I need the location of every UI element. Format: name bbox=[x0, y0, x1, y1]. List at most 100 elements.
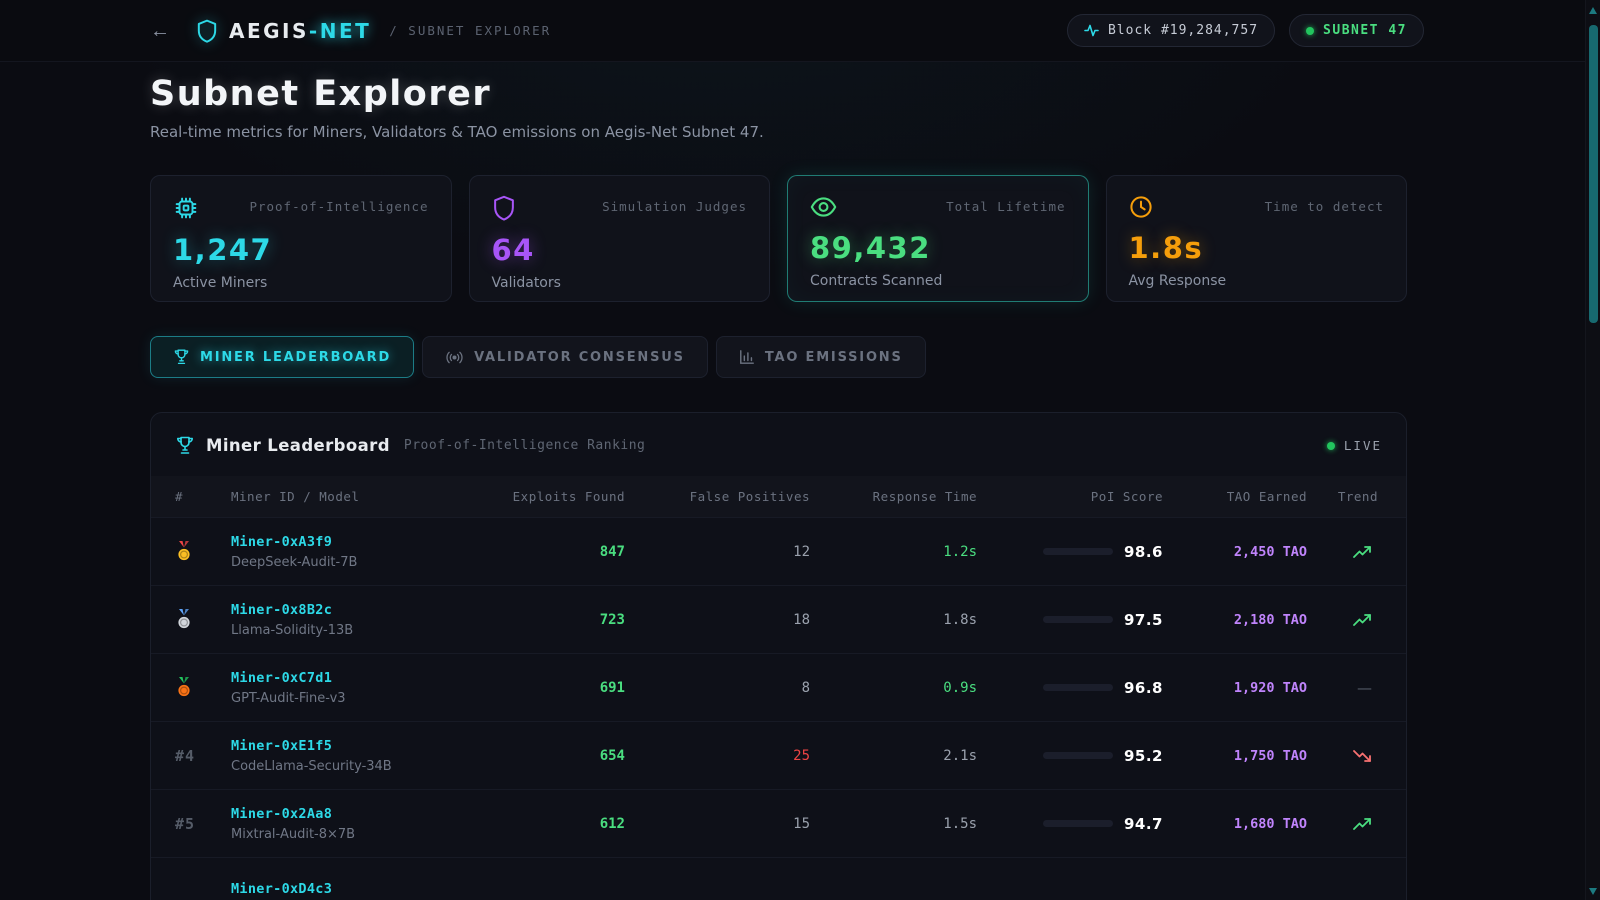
trend-cell bbox=[1307, 613, 1382, 627]
miner-id[interactable]: Miner-0xA3f9 bbox=[231, 533, 333, 550]
miner-cell: Miner-0xA3f9 DeepSeek-Audit-7B bbox=[231, 534, 485, 570]
exploits-found: 847 bbox=[599, 543, 625, 560]
poi-score-cell: 95.2 bbox=[977, 747, 1163, 765]
stat-value: 64 bbox=[491, 233, 535, 267]
top-bar: ← AEGIS-NET / SUBNET EXPLORER Block #19,… bbox=[0, 0, 1600, 62]
stat-label: Total Lifetime bbox=[946, 199, 1066, 214]
miner-id[interactable]: Miner-0x2Aa8 bbox=[231, 805, 333, 822]
tao-earned: 1,920 TAO bbox=[1233, 679, 1307, 696]
miner-id[interactable]: Miner-0xC7d1 bbox=[231, 669, 333, 686]
stat-label: Time to detect bbox=[1264, 199, 1384, 214]
stat-card-active-miners[interactable]: Proof-of-Intelligence 1,247 Active Miner… bbox=[150, 175, 452, 302]
trophy-icon bbox=[173, 348, 190, 366]
scrollbar-thumb[interactable] bbox=[1589, 25, 1598, 323]
tao-earned: 1,750 TAO bbox=[1233, 747, 1307, 764]
shield-icon bbox=[492, 195, 516, 221]
false-positives: 15 bbox=[793, 815, 810, 832]
stat-card-validators[interactable]: Simulation Judges 64 Validators bbox=[468, 175, 770, 302]
tab-validator-consensus[interactable]: VALIDATOR CONSENSUS bbox=[422, 336, 708, 378]
scroll-up-arrow-icon[interactable] bbox=[1589, 7, 1597, 14]
col-rank: # bbox=[175, 489, 184, 504]
poi-score-cell: 97.5 bbox=[977, 611, 1163, 629]
poi-progress-bar bbox=[1042, 684, 1113, 691]
brand[interactable]: AEGIS-NET bbox=[196, 19, 371, 43]
stat-sublabel: Contracts Scanned bbox=[810, 273, 943, 289]
tab-tao-emissions[interactable]: TAO EMISSIONS bbox=[715, 336, 926, 378]
response-time: 0.9s bbox=[943, 679, 977, 696]
miner-model: Llama-Solidity-13B bbox=[231, 622, 354, 638]
table-row[interactable]: Miner-0xC7d1 GPT-Audit-Fine-v3 691 8 0.9… bbox=[151, 653, 1406, 721]
miner-id[interactable]: Miner-0x8B2c bbox=[231, 601, 333, 618]
poi-score: 96.8 bbox=[1123, 678, 1163, 697]
back-button[interactable]: ← bbox=[150, 19, 170, 42]
table-row[interactable]: Miner-0x8B2c Llama-Solidity-13B 723 18 1… bbox=[151, 585, 1406, 653]
block-height-pill[interactable]: Block #19,284,757 bbox=[1066, 14, 1276, 47]
live-badge: LIVE bbox=[1326, 438, 1382, 453]
stat-card-avg-response[interactable]: Time to detect 1.8s Avg Response bbox=[1105, 175, 1407, 302]
miner-cell: Miner-0x8B2c Llama-Solidity-13B bbox=[231, 602, 485, 638]
trend-cell bbox=[1307, 545, 1382, 559]
false-positives: 25 bbox=[793, 747, 810, 764]
miner-id[interactable]: Miner-0xE1f5 bbox=[231, 737, 333, 754]
bar-chart-icon bbox=[739, 349, 755, 365]
vertical-scrollbar[interactable] bbox=[1585, 0, 1600, 900]
clock-icon bbox=[1129, 195, 1153, 219]
poi-score: 95.2 bbox=[1123, 746, 1163, 765]
miner-cell: Miner-0x2Aa8 Mixtral-Audit-8×7B bbox=[231, 806, 485, 842]
tao-earned: 2,180 TAO bbox=[1233, 611, 1307, 628]
shield-logo-icon bbox=[196, 19, 218, 43]
gold-medal-icon bbox=[178, 541, 190, 561]
tao-earned: 2,450 TAO bbox=[1233, 543, 1307, 560]
table-header-row: # Miner ID / Model Exploits Found False … bbox=[151, 476, 1406, 517]
subnet-pill[interactable]: SUBNET 47 bbox=[1289, 14, 1424, 47]
tab-label: VALIDATOR CONSENSUS bbox=[474, 349, 685, 365]
exploits-found: 691 bbox=[599, 679, 625, 696]
stat-sublabel: Active Miners bbox=[173, 275, 268, 291]
trend-down-icon bbox=[1353, 749, 1371, 762]
table-row[interactable]: Miner-0xA3f9 DeepSeek-Audit-7B 847 12 1.… bbox=[151, 517, 1406, 585]
rank-cell: #4 bbox=[175, 746, 196, 765]
response-time: 2.1s bbox=[943, 747, 977, 764]
miner-model: CodeLlama-Security-34B bbox=[231, 758, 392, 774]
rank-cell bbox=[175, 541, 231, 562]
response-time: 1.2s bbox=[943, 543, 977, 560]
stat-value: 1,247 bbox=[173, 233, 273, 267]
tao-earned: 1,680 TAO bbox=[1233, 815, 1307, 832]
trend-up-icon bbox=[1353, 613, 1371, 626]
table-body: Miner-0xA3f9 DeepSeek-Audit-7B 847 12 1.… bbox=[151, 517, 1406, 900]
status-dot bbox=[1306, 26, 1315, 35]
pulse-icon bbox=[1084, 24, 1099, 37]
stat-card-contracts-scanned[interactable]: Total Lifetime 89,432 Contracts Scanned bbox=[787, 175, 1089, 302]
poi-score: 98.6 bbox=[1123, 542, 1163, 561]
table-row[interactable]: #5 Miner-0x2Aa8 Mixtral-Audit-8×7B 612 1… bbox=[151, 789, 1406, 857]
poi-progress-bar bbox=[1042, 752, 1113, 759]
stat-cards: Proof-of-Intelligence 1,247 Active Miner… bbox=[150, 175, 1407, 302]
stat-label: Simulation Judges bbox=[602, 199, 747, 214]
miner-cell: Miner-0xD4c3 bbox=[231, 881, 485, 900]
exploits-found: 612 bbox=[599, 815, 625, 832]
miner-model: Mixtral-Audit-8×7B bbox=[231, 826, 356, 842]
table-row[interactable]: Miner-0xD4c3 bbox=[151, 857, 1406, 900]
col-miner: Miner ID / Model bbox=[231, 489, 360, 504]
tab-miner-leaderboard[interactable]: MINER LEADERBOARD bbox=[150, 336, 415, 378]
view-tabs: MINER LEADERBOARD VALIDATOR CONSENSUS TA… bbox=[150, 336, 1407, 378]
bronze-medal-icon bbox=[178, 677, 190, 697]
tab-label: TAO EMISSIONS bbox=[764, 349, 903, 365]
cpu-icon bbox=[173, 195, 199, 221]
trophy-icon bbox=[175, 435, 195, 456]
miner-leaderboard-panel: Miner Leaderboard Proof-of-Intelligence … bbox=[150, 412, 1407, 900]
rank-cell bbox=[175, 677, 231, 698]
poi-progress-bar bbox=[1042, 616, 1113, 623]
subnet-label: SUBNET 47 bbox=[1323, 23, 1407, 38]
miner-id[interactable]: Miner-0xD4c3 bbox=[231, 881, 333, 897]
exploits-found: 723 bbox=[599, 611, 625, 628]
trend-up-icon bbox=[1353, 817, 1371, 830]
table-row[interactable]: #4 Miner-0xE1f5 CodeLlama-Security-34B 6… bbox=[151, 721, 1406, 789]
col-exploits: Exploits Found bbox=[512, 489, 625, 504]
trend-flat-icon: — bbox=[1357, 678, 1372, 697]
poi-progress-bar bbox=[1042, 548, 1113, 555]
poi-score-cell: 96.8 bbox=[977, 679, 1163, 697]
false-positives: 18 bbox=[793, 611, 810, 628]
trend-cell bbox=[1307, 749, 1382, 763]
scroll-down-arrow-icon[interactable] bbox=[1589, 888, 1597, 895]
